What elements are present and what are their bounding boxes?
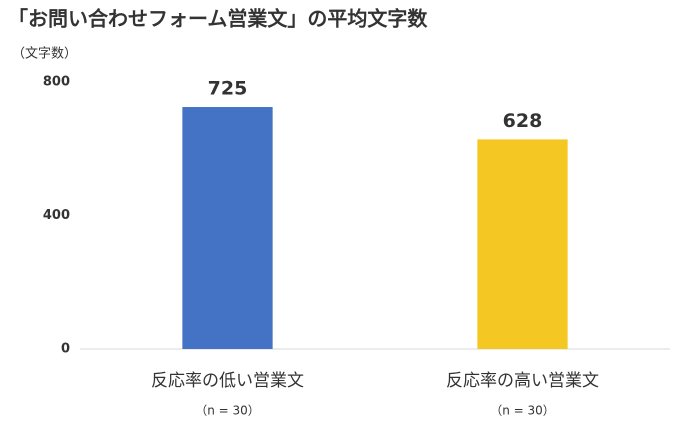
y-tick-label: 800 [43,75,70,90]
y-axis-label: （文字数） [12,47,77,62]
chart-title: 「お問い合わせフォーム営業文」の平均文字数 [8,7,428,31]
value-label: 628 [503,110,543,132]
x-tick-label: 反応率の高い営業文 [446,371,599,391]
category-note: （n = 30） [195,404,260,418]
category-note: （n = 30） [490,404,555,418]
value-label: 725 [208,78,248,100]
y-tick-label: 400 [43,208,70,223]
bar [477,139,568,349]
bar [182,107,273,349]
y-tick-label: 0 [61,342,70,357]
x-tick-label: 反応率の低い営業文 [151,371,304,391]
